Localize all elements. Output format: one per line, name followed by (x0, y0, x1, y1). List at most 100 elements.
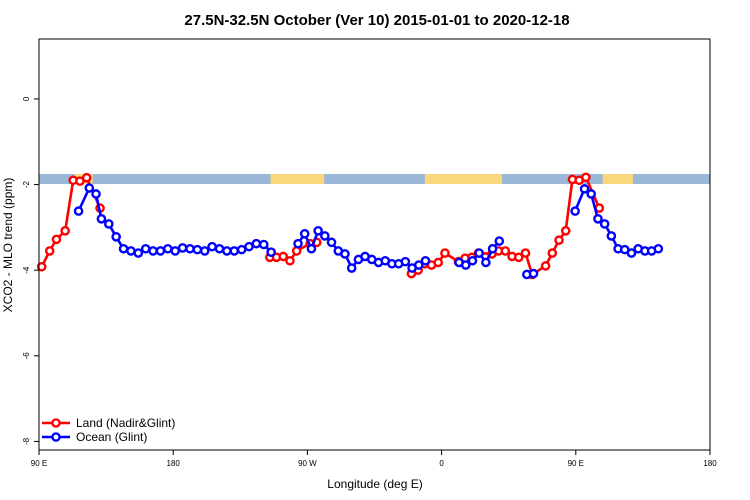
data-point (513, 252, 524, 263)
data-point (177, 243, 188, 253)
data-point (440, 248, 450, 258)
data-point (251, 238, 262, 249)
series-line (573, 187, 659, 255)
data-point (73, 206, 84, 216)
series-layer (36, 172, 664, 280)
data-point (599, 219, 610, 229)
data-point (400, 256, 411, 267)
data-point (481, 257, 491, 268)
plot-frame (38, 38, 711, 451)
x-tick-label: 0 (439, 459, 444, 468)
data-point (420, 255, 431, 266)
data-point (96, 214, 107, 224)
data-point (586, 189, 597, 199)
land-band-segment (602, 173, 633, 184)
data-point (606, 231, 617, 241)
data-point (140, 243, 151, 254)
data-point (547, 248, 558, 258)
y-axis-label: XCO2 - MLO trend (ppm) (1, 178, 15, 313)
data-point (346, 263, 357, 273)
data-point (494, 236, 505, 246)
data-point (593, 214, 603, 224)
data-point (560, 225, 571, 236)
x-tick-label: 90 W (298, 459, 317, 468)
data-point (258, 239, 269, 250)
data-point (579, 184, 590, 194)
data-point (467, 255, 478, 266)
data-point (528, 268, 539, 279)
series-land (36, 172, 605, 280)
x-axis-label: Longitude (deg E) (327, 477, 422, 491)
data-point (581, 172, 591, 183)
data-point (163, 243, 173, 254)
data-point (192, 244, 203, 255)
data-point (155, 246, 166, 256)
data-point (570, 206, 580, 216)
data-point (44, 246, 55, 256)
data-point (244, 241, 254, 252)
data-point (185, 243, 195, 254)
data-point (36, 261, 47, 272)
data-point (320, 231, 330, 241)
data-point (293, 238, 303, 249)
data-point (500, 246, 511, 256)
data-point (520, 248, 531, 258)
data-point (626, 248, 637, 258)
y-tick-label: -6 (22, 352, 31, 360)
data-point (291, 246, 302, 256)
data-point (126, 246, 136, 256)
data-point (460, 260, 471, 270)
data-point (487, 243, 498, 254)
data-point (433, 257, 444, 268)
data-point (81, 172, 92, 183)
legend-label: Land (Nadir&Glint) (76, 416, 175, 430)
x-axis: 90 E 180 90 W 0 90 E 180 (31, 450, 717, 468)
data-point (340, 249, 350, 259)
data-point (199, 246, 210, 256)
data-point (236, 244, 247, 255)
series-ocean (73, 183, 664, 280)
data-point (51, 234, 62, 245)
legend-label: Ocean (Glint) (76, 430, 147, 444)
data-point (278, 251, 289, 262)
land-ocean-band (39, 173, 710, 184)
data-point (214, 243, 225, 254)
data-point (207, 241, 217, 252)
y-axis: 0 -2 -4 -6 -8 (22, 96, 39, 445)
data-point (540, 261, 551, 271)
land-band-segment (270, 173, 325, 184)
data-point (111, 231, 121, 242)
y-tick-label: -2 (22, 180, 31, 188)
data-point (306, 243, 317, 254)
legend-swatch-marker (51, 418, 61, 428)
data-point (474, 248, 484, 258)
y-tick-label: 0 (22, 96, 31, 101)
data-point (413, 260, 424, 270)
data-point (313, 225, 323, 236)
x-tick-label: 180 (703, 459, 717, 468)
chart-title: 27.5N-32.5N October (Ver 10) 2015-01-01 … (184, 12, 569, 29)
data-point (170, 246, 181, 256)
data-point (60, 225, 70, 236)
legend: Land (Nadir&Glint)Ocean (Glint) (42, 416, 175, 444)
data-point (222, 246, 232, 256)
data-point (91, 189, 101, 199)
legend-swatch-marker (51, 432, 61, 442)
data-point (229, 246, 240, 256)
data-point (266, 247, 276, 258)
data-point (118, 243, 129, 254)
data-point (299, 228, 310, 239)
x-tick-label: 90 E (568, 459, 584, 468)
data-point (554, 235, 564, 246)
data-point (326, 237, 337, 248)
y-tick-label: -4 (22, 266, 31, 274)
y-tick-label: -8 (22, 437, 31, 445)
data-point (103, 219, 114, 229)
ocean-band (39, 173, 710, 184)
x-tick-label: 90 E (31, 459, 47, 468)
data-point (653, 243, 664, 254)
data-point (84, 183, 95, 193)
data-point (133, 248, 144, 258)
data-point (148, 246, 158, 256)
